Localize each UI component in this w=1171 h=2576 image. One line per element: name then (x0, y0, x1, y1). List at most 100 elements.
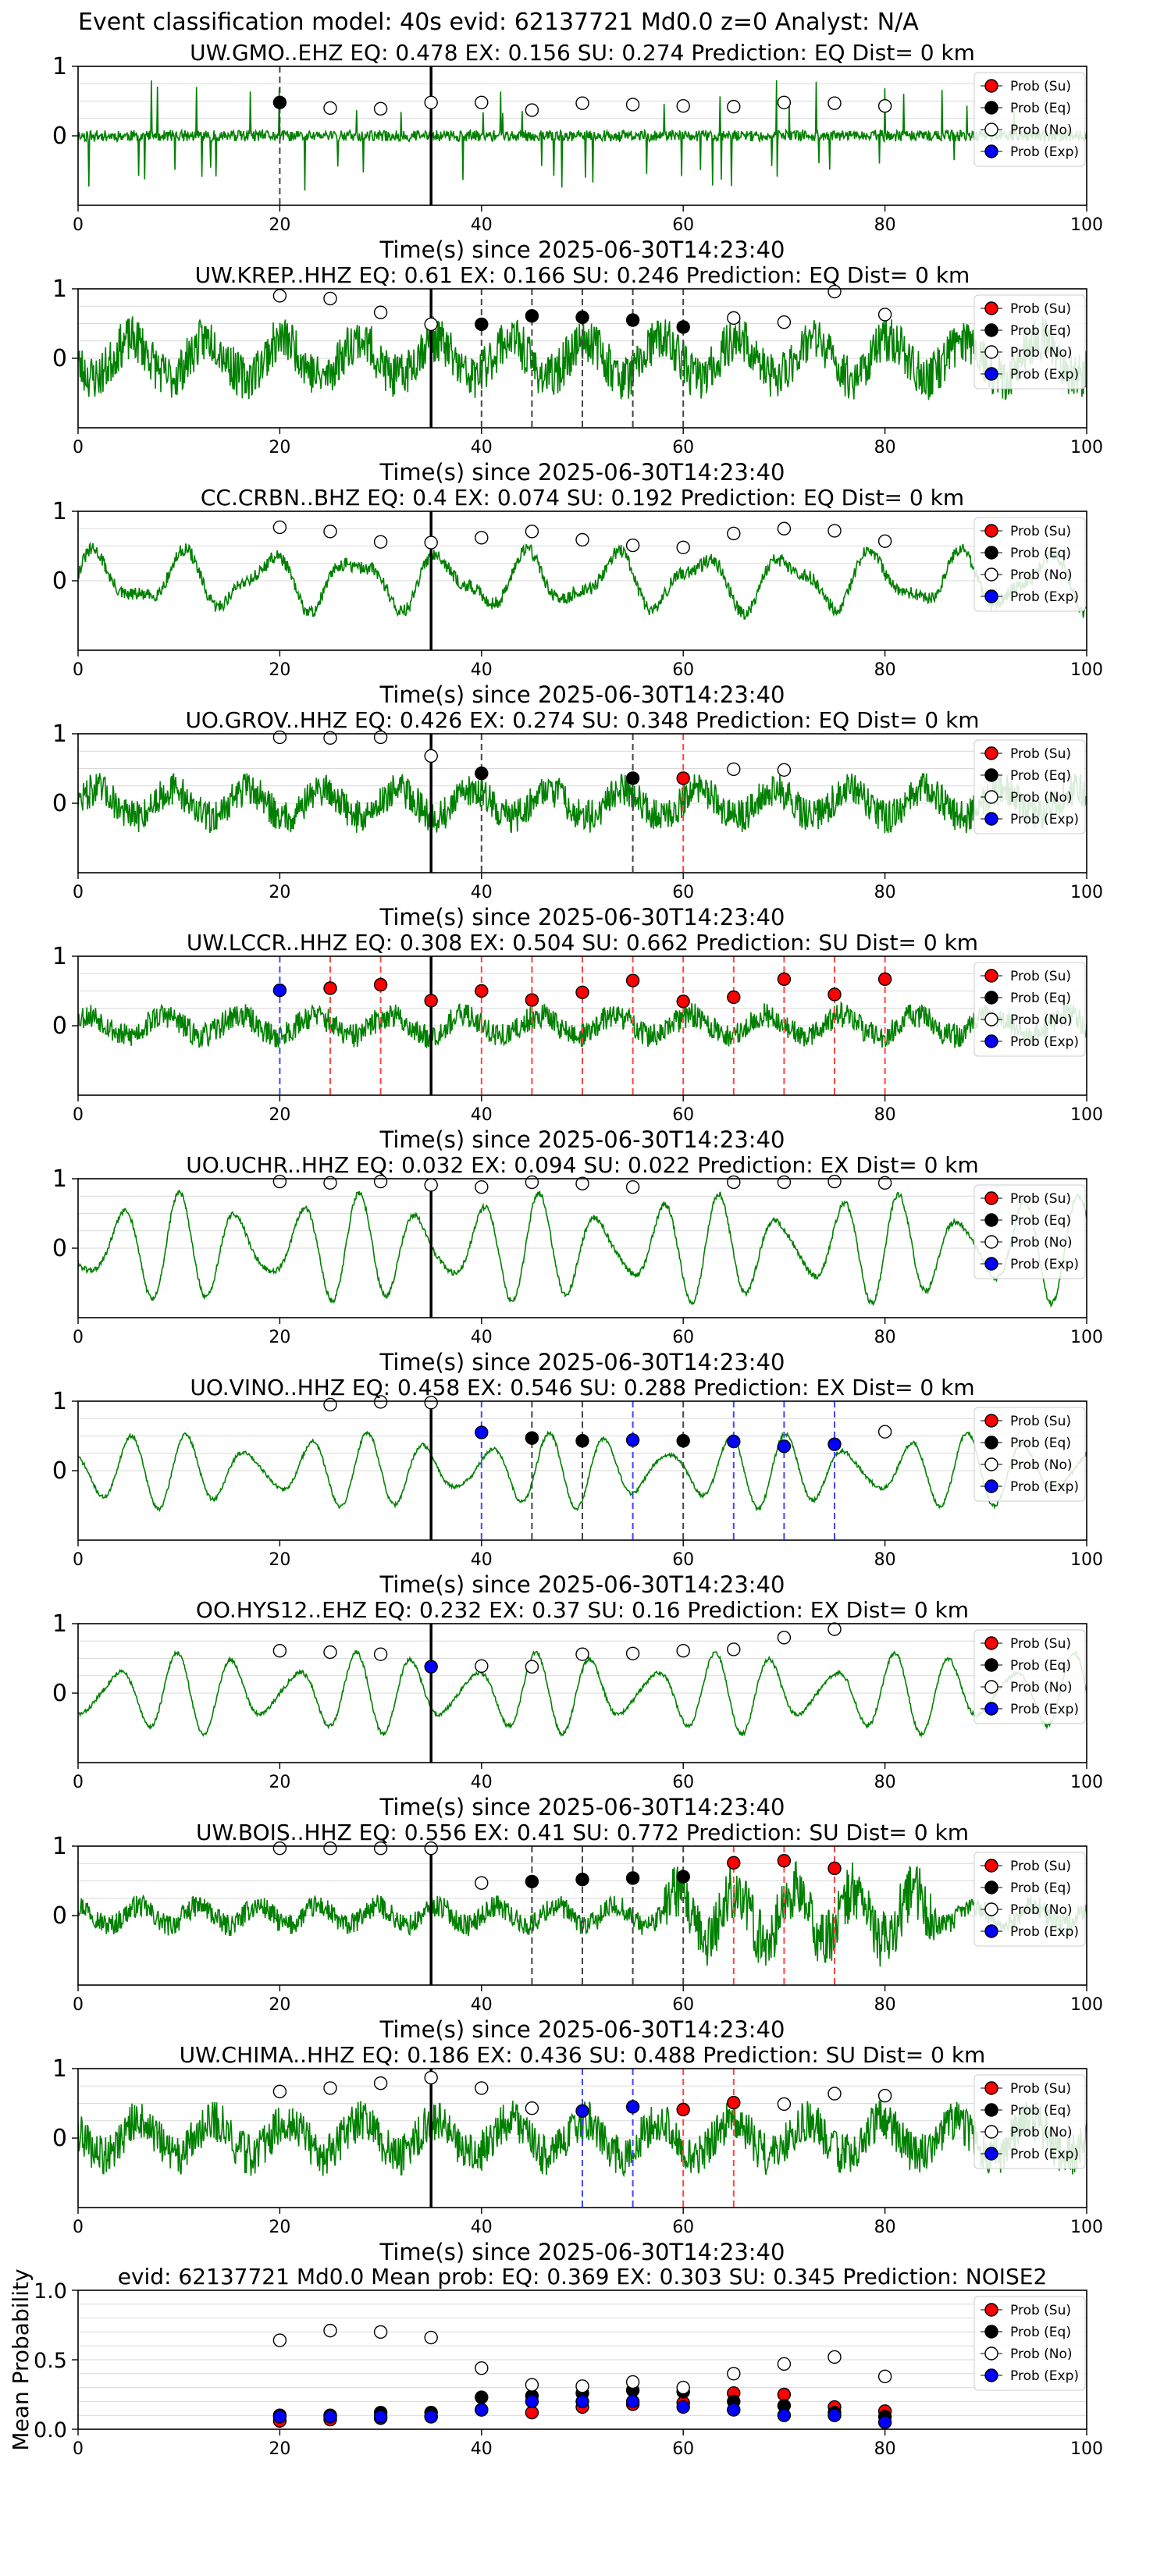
x-axis-label: Time(s) since 2025-06-30T14:23:40 (379, 681, 785, 708)
legend-marker (984, 301, 998, 315)
x-tick-label: 0 (73, 1328, 84, 1347)
y-axis-label: Mean Probability (8, 2268, 34, 2450)
legend-marker (984, 2368, 998, 2382)
x-tick-label: 20 (269, 883, 290, 902)
mean-point-exp (424, 2410, 438, 2424)
legend-label: Prob (No) (1010, 2125, 1073, 2140)
prob-point-su (877, 972, 892, 987)
prob-point-exp (475, 1425, 489, 1439)
x-tick-label: 100 (1070, 2218, 1103, 2237)
x-tick-label: 20 (269, 2439, 290, 2459)
prob-point-no (727, 311, 741, 326)
legend-label: Prob (Su) (1010, 969, 1071, 984)
legend-label: Prob (Eq) (1010, 1213, 1071, 1229)
prob-point-no (272, 289, 287, 303)
prob-point-no (424, 535, 438, 550)
prob-point-no (373, 305, 388, 319)
legend-marker (984, 1257, 998, 1271)
legend-label: Prob (Exp) (1010, 589, 1079, 605)
mean-point-no (625, 2375, 640, 2389)
mean-point-no (475, 2361, 489, 2375)
prob-point-no (475, 531, 489, 545)
x-tick-label: 80 (874, 438, 896, 457)
prob-point-no (373, 1647, 388, 1661)
prob-point-no (877, 99, 892, 113)
legend-marker (984, 1012, 998, 1026)
prob-point-no (424, 2070, 438, 2085)
legend-label: Prob (Exp) (1010, 1034, 1079, 1050)
prob-point-su (625, 973, 640, 987)
prob-point-no (777, 1631, 792, 1645)
panel-title: UO.VINO..HHZ EQ: 0.458 EX: 0.546 SU: 0.2… (190, 1375, 974, 1400)
legend: Prob (Su) Prob (Eq) Prob (No) Prob (Exp) (973, 1407, 1086, 1502)
legend-label: Prob (Su) (1010, 524, 1071, 539)
x-tick-label: 100 (1070, 660, 1103, 680)
x-tick-label: 80 (874, 1550, 896, 1570)
prob-point-su (777, 972, 792, 987)
prob-point-no (777, 315, 792, 329)
x-tick-label: 0 (73, 438, 84, 457)
prob-point-no (727, 526, 741, 541)
legend-label: Prob (Exp) (1010, 1479, 1079, 1495)
mean-point-exp (323, 2410, 337, 2424)
prob-point-no (424, 1396, 438, 1410)
legend-marker (984, 1457, 998, 1471)
legend-marker (984, 2081, 998, 2095)
x-tick-label: 80 (874, 660, 896, 680)
prob-point-no (777, 2097, 792, 2112)
prob-point-no (323, 101, 337, 116)
legend-label: Prob (Exp) (1010, 812, 1079, 827)
x-axis-label: Time(s) since 2025-06-30T14:23:40 (379, 1794, 785, 1820)
chart-panel-8: 0 20 40 60 80 100 0 1 OO.HYS12..EHZ EQ: 0.232 EX… (52, 1597, 1103, 1820)
legend-marker (984, 969, 998, 983)
legend: Prob (Su) Prob (Eq) Prob (No) Prob (Exp) (973, 1852, 1086, 1947)
legend: Prob (Su) Prob (Eq) Prob (No) Prob (Exp) (973, 517, 1086, 612)
legend-label: Prob (Eq) (1010, 2103, 1071, 2119)
legend-marker (984, 812, 998, 826)
prob-point-no (625, 1646, 640, 1660)
legend-box (973, 962, 1086, 1057)
x-axis-label: Time(s) since 2025-06-30T14:23:40 (379, 1126, 785, 1153)
prob-point-no (625, 98, 640, 112)
mean-point-exp (727, 2403, 741, 2417)
legend-marker (984, 1034, 998, 1048)
legend-marker (984, 1702, 998, 1716)
x-tick-label: 0 (73, 215, 84, 235)
legend-box (973, 294, 1086, 390)
x-tick-label: 60 (672, 1328, 694, 1347)
legend-marker (984, 79, 998, 93)
x-tick-label: 60 (672, 883, 694, 902)
legend-marker (984, 323, 998, 337)
prob-point-no (676, 99, 690, 113)
prob-point-no (475, 95, 489, 109)
x-tick-label: 0 (73, 1995, 84, 2015)
legend-marker (984, 1436, 998, 1450)
prob-point-no (877, 2089, 892, 2103)
x-tick-label: 40 (471, 1773, 493, 1792)
mean-point-eq (475, 2390, 489, 2404)
waveform-trace (78, 1649, 1087, 1738)
legend-marker (984, 1235, 998, 1249)
legend-marker (984, 991, 998, 1005)
x-tick-label: 40 (471, 1550, 493, 1570)
x-tick-label: 40 (471, 660, 493, 680)
mean-point-no (272, 2333, 287, 2347)
legend-label: Prob (Exp) (1010, 1257, 1079, 1272)
legend: Prob (Su) Prob (Eq) Prob (No) Prob (Exp) (973, 2296, 1086, 2391)
legend: Prob (Su) Prob (Eq) Prob (No) Prob (Exp) (973, 294, 1086, 390)
waveform-trace (78, 80, 1087, 191)
legend-marker (984, 546, 998, 560)
legend-label: Prob (No) (1010, 345, 1073, 361)
legend-label: Prob (Exp) (1010, 2368, 1079, 2384)
y-tick-label: 1 (52, 276, 67, 303)
prob-point-no (727, 99, 741, 114)
x-axis-label: Time(s) since 2025-06-30T14:23:40 (379, 1571, 785, 1598)
prob-point-no (575, 1176, 589, 1190)
prob-point-eq (525, 1874, 539, 1889)
mean-point-no (676, 2380, 690, 2395)
chart-panel-3: 0 20 40 60 80 100 0 1 CC.CRBN..BHZ EQ: 0.4 EX: 0… (52, 485, 1103, 708)
legend: Prob (Su) Prob (Eq) Prob (No) Prob (Exp) (973, 1184, 1086, 1279)
x-tick-label: 100 (1070, 2439, 1103, 2459)
x-tick-label: 100 (1070, 1773, 1103, 1792)
legend-box (973, 1184, 1086, 1279)
